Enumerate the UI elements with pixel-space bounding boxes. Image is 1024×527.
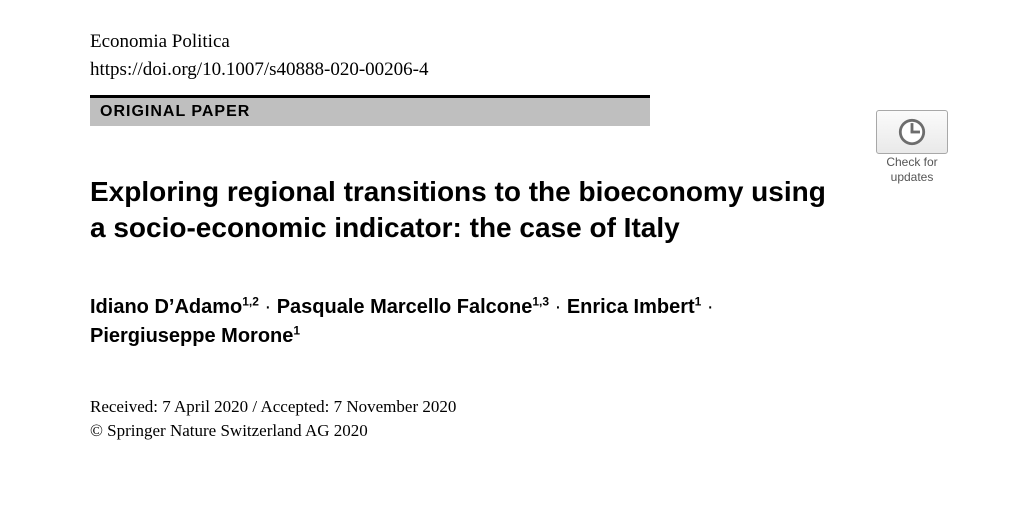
author-1-affiliation: 1,2	[242, 294, 259, 308]
author-1: Idiano D’Adamo	[90, 296, 242, 318]
check-for-updates-button[interactable]: Check for updates	[876, 110, 948, 184]
crossmark-icon	[897, 117, 927, 147]
author-separator: ·	[549, 296, 567, 318]
crossmark-icon-box	[876, 110, 948, 154]
section-label: ORIGINAL PAPER	[100, 103, 250, 121]
paper-title-line2: a socio-economic indicator: the case of …	[90, 210, 850, 246]
paper-title-line1: Exploring regional transitions to the bi…	[90, 174, 850, 210]
author-2-affiliation: 1,3	[532, 294, 549, 308]
journal-name: Economia Politica	[90, 28, 934, 56]
author-4: Piergiuseppe Morone	[90, 325, 293, 347]
author-4-affiliation: 1	[293, 323, 300, 337]
check-for-updates-label-1: Check for	[876, 156, 948, 169]
doi-link[interactable]: https://doi.org/10.1007/s40888-020-00206…	[90, 56, 934, 84]
check-for-updates-label-2: updates	[876, 171, 948, 184]
author-list: Idiano D’Adamo1,2 · Pasquale Marcello Fa…	[90, 293, 934, 351]
author-separator: ·	[701, 296, 713, 318]
paper-title: Exploring regional transitions to the bi…	[90, 174, 850, 247]
author-3: Enrica Imbert	[567, 296, 695, 318]
received-accepted-dates: Received: 7 April 2020 / Accepted: 7 Nov…	[90, 395, 934, 419]
author-2: Pasquale Marcello Falcone	[277, 296, 533, 318]
paper-header-region: Economia Politica https://doi.org/10.100…	[0, 0, 1024, 527]
author-separator: ·	[259, 296, 277, 318]
copyright-line: © Springer Nature Switzerland AG 2020	[90, 419, 934, 443]
section-label-bar: ORIGINAL PAPER	[90, 98, 650, 126]
